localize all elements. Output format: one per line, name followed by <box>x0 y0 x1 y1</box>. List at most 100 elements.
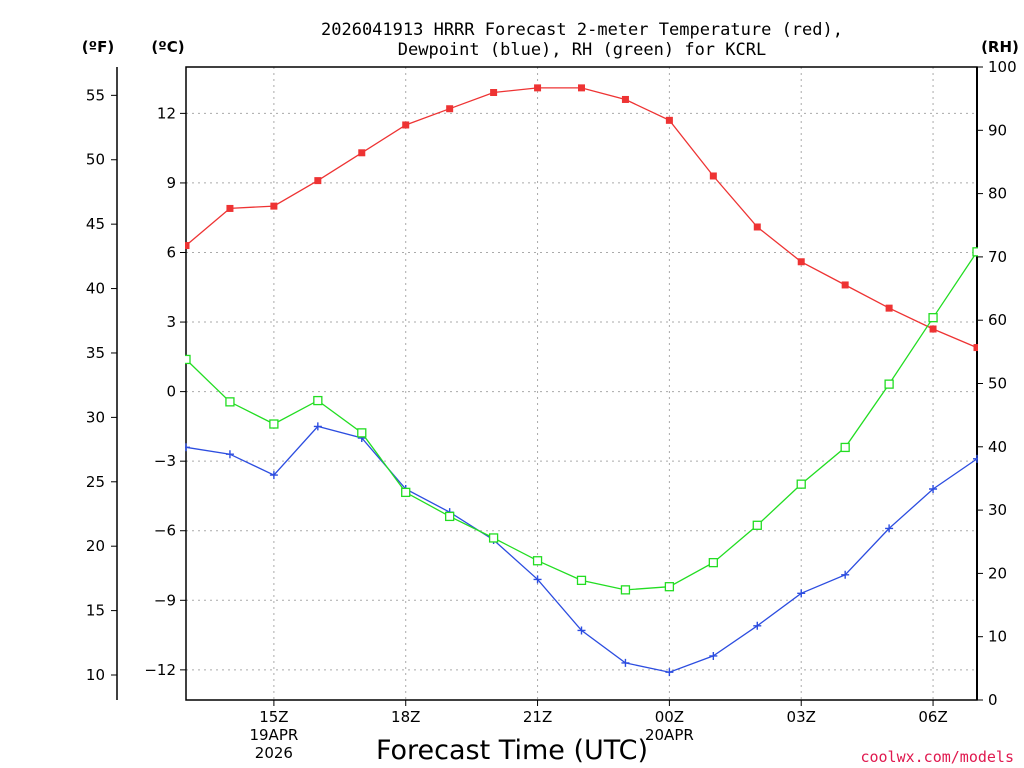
dewpoint-point <box>797 589 806 598</box>
fahrenheit-tick-label: 55 <box>86 86 105 104</box>
rh-line <box>185 251 978 591</box>
fahrenheit-tick-label: 45 <box>86 215 105 233</box>
rh-point <box>185 354 191 365</box>
dewpoint-point <box>577 626 586 635</box>
rh-point <box>972 247 978 257</box>
rh-tick-label: 70 <box>988 248 1007 266</box>
temperature-point <box>446 105 454 113</box>
rh-tick-label: 30 <box>988 501 1007 519</box>
rh-tick-label: 100 <box>988 58 1017 76</box>
chart-title-line1: 2026041913 HRRR Forecast 2-meter Tempera… <box>321 20 843 40</box>
celsius-tick-label: 6 <box>166 243 176 261</box>
x-tick-label: 00Z <box>655 708 684 726</box>
fahrenheit-tick-label: 15 <box>86 602 105 620</box>
celsius-tick-label: −3 <box>154 452 176 470</box>
rh-point <box>884 379 894 389</box>
dewpoint-point <box>709 651 718 660</box>
temperature-point <box>314 177 322 185</box>
x-tick-label: 03Z <box>787 708 816 726</box>
rh-point <box>488 533 499 543</box>
dewpoint-point <box>621 658 630 667</box>
x-tick-label: 21Z <box>523 708 552 726</box>
chart-title-line2: Dewpoint (blue), RH (green) for KCRL <box>398 40 766 60</box>
rh-point <box>225 397 235 407</box>
fahrenheit-tick-label: 35 <box>86 344 105 362</box>
fahrenheit-tick-label: 50 <box>86 151 105 169</box>
temperature-point <box>973 344 978 352</box>
rh-point <box>664 582 675 592</box>
rh-tick-label: 60 <box>988 311 1007 329</box>
plot-frame <box>185 66 978 701</box>
temperature-point <box>534 84 542 92</box>
rh-point <box>357 428 367 438</box>
temperature-point <box>226 204 234 212</box>
rh-point <box>576 575 587 586</box>
fahrenheit-tick-label: 40 <box>86 280 105 298</box>
dewpoint-point <box>885 524 894 533</box>
rh-point <box>620 585 631 595</box>
dewpoint-point <box>313 422 322 431</box>
rh-point <box>928 313 938 323</box>
rh-point <box>796 479 806 489</box>
rh-tick-label: 0 <box>988 691 998 709</box>
celsius-tick-label: −9 <box>154 591 176 609</box>
rh-tick-label: 10 <box>988 628 1007 646</box>
celsius-tick-label: 3 <box>166 313 176 331</box>
temperature-line <box>185 87 978 349</box>
rh-point <box>269 419 279 429</box>
celsius-tick-label: 12 <box>157 104 176 122</box>
fahrenheit-tick-label: 20 <box>86 537 105 555</box>
temperature-point <box>402 121 410 129</box>
dewpoint-point <box>753 621 762 630</box>
x-tick-label: 19APR <box>249 726 298 744</box>
fahrenheit-tick-label: 30 <box>86 408 105 426</box>
dewpoint-point <box>269 471 278 480</box>
dewpoint-point <box>533 575 542 584</box>
dewpoint-point <box>973 454 978 463</box>
temperature-point <box>621 95 629 103</box>
temperature-point <box>490 89 498 97</box>
dewpoint-point <box>665 668 674 677</box>
rh-tick-label: 90 <box>988 121 1007 139</box>
temperature-point <box>185 242 190 250</box>
x-tick-label: 18Z <box>391 708 420 726</box>
temperature-point <box>753 223 761 231</box>
temperature-point <box>929 325 937 333</box>
dewpoint-point <box>185 443 190 452</box>
x-axis-label: Forecast Time (UTC) <box>376 735 648 766</box>
rh-tick-label: 50 <box>988 375 1007 393</box>
x-tick-label: 06Z <box>918 708 947 726</box>
rh-point <box>752 520 762 530</box>
series-group <box>185 84 978 677</box>
temperature-point <box>885 304 893 312</box>
x-tick-label: 20APR <box>645 726 694 744</box>
rh-unit-label: (RH) <box>981 38 1019 56</box>
fahrenheit-unit-label: (ºF) <box>82 38 114 56</box>
dewpoint-point <box>841 570 850 579</box>
temperature-point <box>578 84 585 92</box>
rh-tick-label: 20 <box>988 564 1007 582</box>
rh-point <box>532 556 543 566</box>
temperature-point <box>709 172 717 180</box>
rh-point <box>401 487 411 498</box>
rh-point <box>840 442 850 453</box>
rh-tick-label: 80 <box>988 185 1007 203</box>
temperature-point <box>665 116 673 124</box>
celsius-tick-label: −12 <box>144 661 176 679</box>
rh-point <box>313 395 323 406</box>
temperature-point <box>797 258 805 266</box>
celsius-tick-label: 9 <box>166 174 176 192</box>
dewpoint-point <box>929 485 938 493</box>
temperature-point <box>270 202 278 210</box>
grid-lines <box>186 67 977 700</box>
series-layer <box>185 84 978 677</box>
celsius-tick-label: 0 <box>166 383 176 401</box>
rh-tick-label: 40 <box>988 438 1007 456</box>
celsius-unit-label: (ºC) <box>151 38 184 56</box>
fahrenheit-tick-label: 10 <box>86 666 105 684</box>
credit-text: coolwx.com/models <box>860 748 1014 766</box>
x-tick-label: 2026 <box>255 744 293 762</box>
dewpoint-line <box>185 425 978 673</box>
